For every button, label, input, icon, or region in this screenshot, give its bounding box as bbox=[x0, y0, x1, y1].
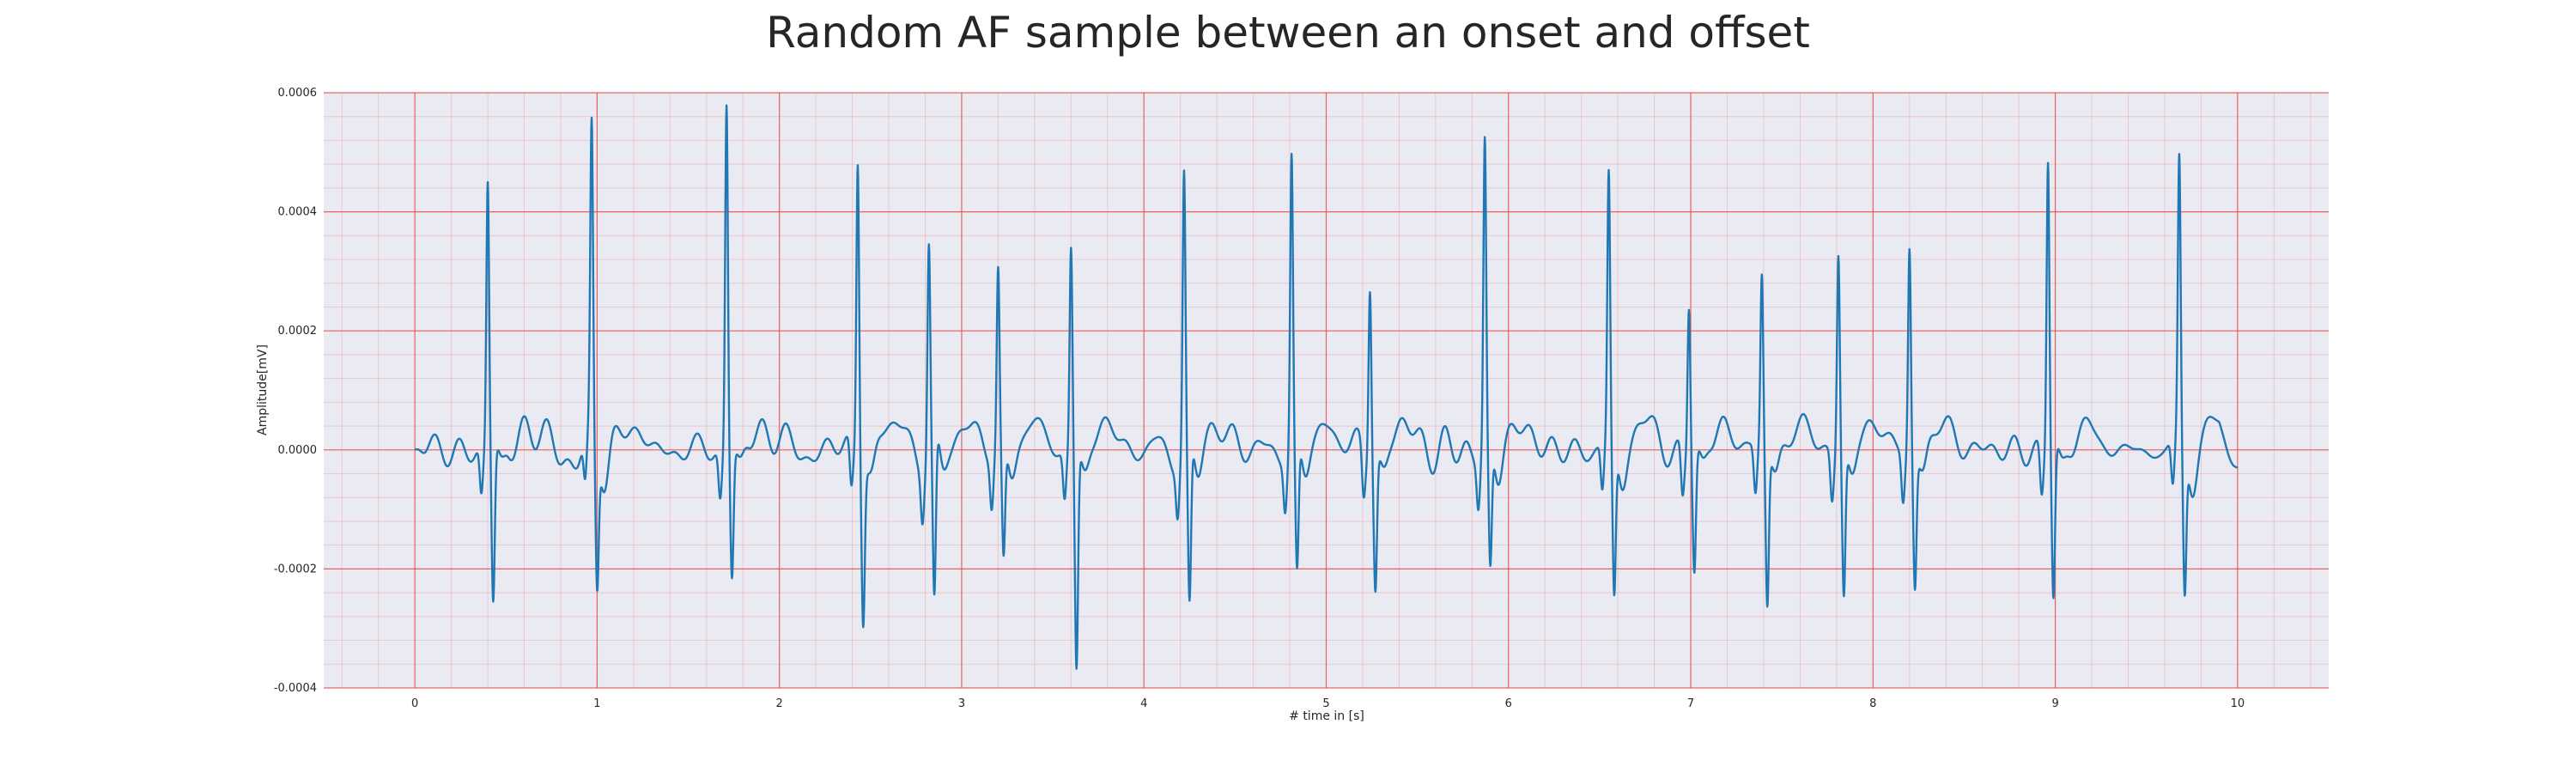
y-tick-label: -0.0004 bbox=[274, 682, 317, 695]
y-tick-label: 0.0004 bbox=[278, 206, 318, 219]
x-axis-label: # time in [s] bbox=[1289, 709, 1364, 723]
ecg-series-line bbox=[414, 104, 2239, 670]
x-tick-label: 9 bbox=[2051, 697, 2058, 710]
x-tick-label: 5 bbox=[1322, 697, 1329, 710]
x-tick-label: 7 bbox=[1687, 697, 1694, 710]
x-tick-label: 10 bbox=[2231, 697, 2245, 710]
major-grid bbox=[324, 92, 2329, 689]
x-tick-label: 4 bbox=[1140, 697, 1147, 710]
x-tick-label: 2 bbox=[776, 697, 783, 710]
x-tick-label: 3 bbox=[958, 697, 965, 710]
chart-title: Random AF sample between an onset and of… bbox=[766, 8, 1810, 58]
x-tick-labels: 0 1 2 3 4 5 6 7 8 9 10 bbox=[411, 697, 2245, 710]
y-tick-label: 0.0006 bbox=[278, 87, 318, 100]
x-tick-label: 6 bbox=[1505, 697, 1512, 710]
x-tick-label: 0 bbox=[411, 697, 418, 710]
y-tick-label: 0.0000 bbox=[278, 444, 318, 457]
x-tick-label: 8 bbox=[1869, 697, 1876, 710]
x-tick-label: 1 bbox=[593, 697, 600, 710]
y-tick-label: 0.0002 bbox=[278, 325, 318, 338]
y-tick-label: -0.0002 bbox=[274, 563, 317, 575]
y-axis-label: Amplitude[mV] bbox=[256, 344, 270, 435]
y-tick-labels: -0.0004 -0.0002 0.0000 0.0002 0.0004 0.0006 bbox=[274, 87, 317, 695]
